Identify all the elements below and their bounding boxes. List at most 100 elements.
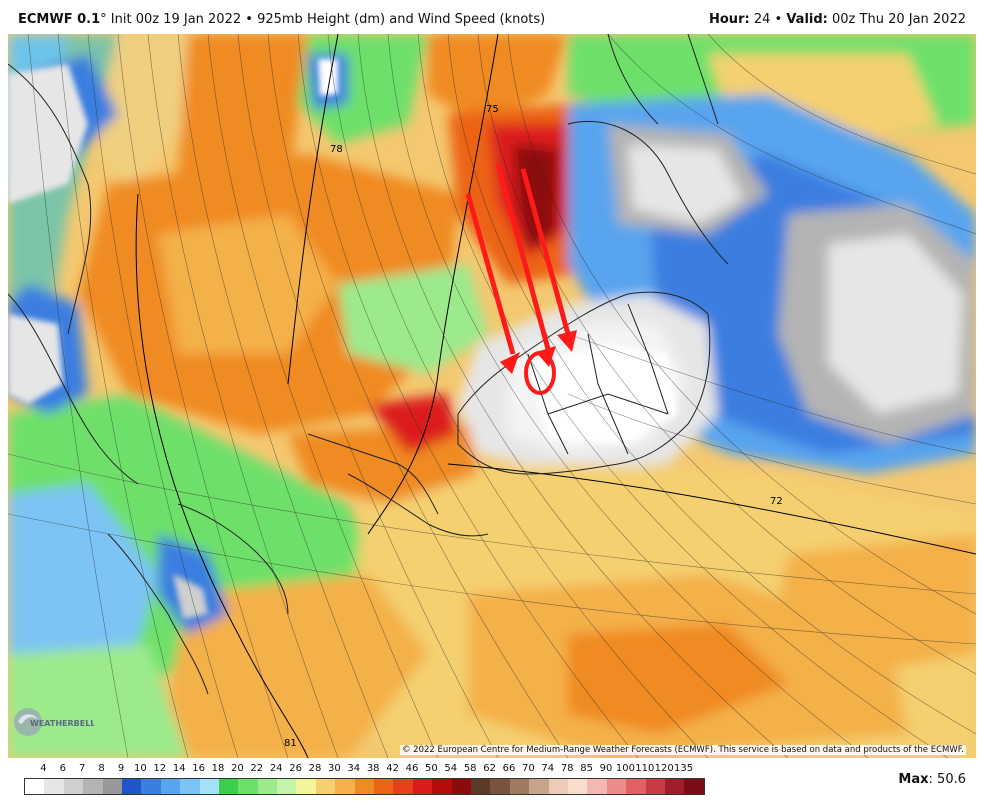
- legend-tick-label: 110: [635, 763, 655, 774]
- legend-tick-label: 6: [59, 763, 66, 774]
- header-valid: Hour: 24 • Valid: 00z Thu 20 Jan 2022: [709, 12, 966, 27]
- legend-tick-label: 14: [172, 763, 186, 774]
- legend-swatch: [490, 779, 510, 794]
- legend-swatch: [218, 779, 239, 794]
- wind-speed-shading: [8, 34, 976, 758]
- legend-tick-label: 46: [405, 763, 419, 774]
- legend-tick-label: 90: [599, 763, 613, 774]
- legend-colorbar: [24, 778, 705, 795]
- legend-tick-label: 26: [289, 763, 302, 774]
- legend-swatch: [587, 779, 607, 794]
- degree-symbol: °: [100, 12, 107, 27]
- snow-white-areas: [8, 59, 678, 619]
- legend-tick-label: 58: [463, 763, 477, 774]
- legend-swatch: [296, 779, 316, 794]
- copyright-notice: © 2022 European Centre for Medium-Range …: [399, 745, 966, 755]
- hour-value: 24: [753, 12, 771, 27]
- contour-label-75: 75: [486, 104, 499, 115]
- streamlines: [8, 34, 976, 758]
- legend-tick-label: 34: [347, 763, 361, 774]
- legend-tick-label: 66: [502, 763, 516, 774]
- legend-swatch: [606, 779, 627, 794]
- logo-text: WEATHERBELL: [30, 719, 94, 728]
- legend-tick-label: 42: [386, 763, 399, 774]
- legend-swatch: [470, 779, 491, 794]
- legend-swatch: [180, 779, 200, 794]
- legend-swatch: [121, 779, 142, 794]
- legend-tick-label: 12: [153, 763, 167, 774]
- red-annotations: [465, 163, 577, 395]
- annotation-arrowhead-3: [557, 330, 577, 352]
- legend-swatch: [529, 779, 549, 794]
- annotation-arrow-2: [495, 163, 551, 350]
- map-canvas: 75 78 72 81: [8, 34, 976, 758]
- coastlines: [8, 34, 729, 695]
- valid-value: 00z Thu 20 Jan 2022: [832, 12, 966, 27]
- legend-swatch: [315, 779, 336, 794]
- legend-swatch: [393, 779, 413, 794]
- legend-tick-label: 70: [522, 763, 535, 774]
- legend-tick-label: 20: [231, 763, 244, 774]
- field-description: 925mb Height (dm) and Wind Speed (knots): [257, 12, 546, 27]
- legend-swatch: [451, 779, 471, 794]
- valid-label: Valid:: [786, 12, 828, 27]
- annotation-arrowhead-1: [500, 352, 520, 374]
- height-contours: [135, 34, 976, 758]
- legend-tick-label: 28: [308, 763, 322, 774]
- legend-tick-label: 4: [40, 763, 47, 774]
- legend-swatch: [160, 779, 181, 794]
- legend-swatch: [548, 779, 568, 794]
- header-bullet: •: [245, 12, 253, 27]
- legend-tick-label: 8: [98, 763, 105, 774]
- annotation-arrow-1: [465, 193, 516, 355]
- legend-tick-label: 22: [250, 763, 264, 774]
- legend-swatch: [645, 779, 665, 794]
- weather-map[interactable]: 75 78 72 81: [8, 34, 976, 758]
- legend-tick-label: 78: [560, 763, 574, 774]
- legend-swatch: [412, 779, 433, 794]
- legend-swatch: [626, 779, 646, 794]
- legend-tick-label: 9: [117, 763, 125, 774]
- contour-labels: 75 78 72 81: [284, 104, 783, 749]
- legend-swatch: [664, 779, 685, 794]
- wind-speed-legend: 4 6 7 8 9 10 12 14 16 18 20 22 24 26 28 30 34 38 42 46 50 54 5…: [24, 762, 705, 802]
- legend-swatch: [277, 779, 297, 794]
- legend-swatch: [63, 779, 84, 794]
- legend-swatch: [25, 779, 45, 794]
- annotation-circle: [524, 351, 556, 395]
- legend-tick-label: 50: [425, 763, 438, 774]
- legend-tick-label: 120: [654, 763, 674, 774]
- legend-swatch: [509, 779, 530, 794]
- legend-tick-label: 16: [192, 763, 205, 774]
- legend-tick-label: 38: [366, 763, 380, 774]
- legend-swatch: [335, 779, 355, 794]
- legend-swatch: [199, 779, 219, 794]
- legend-swatch: [102, 779, 122, 794]
- max-label: Max: [898, 772, 929, 787]
- header-bullet-2: •: [774, 12, 783, 27]
- legend-labels: 4 6 7 8 9 10 12 14 16 18 20 22 24 26 28 30 34 38 42 46 50 54 5…: [24, 762, 704, 776]
- legend-swatch: [141, 779, 161, 794]
- max-value-box: Max: 50.6: [898, 772, 966, 787]
- legend-swatch: [238, 779, 258, 794]
- init-time: Init 00z 19 Jan 2022: [110, 12, 242, 27]
- legend-tick-label: 62: [483, 763, 496, 774]
- legend-tick-label: 74: [541, 763, 555, 774]
- legend-tick-label: 100: [615, 763, 635, 774]
- legend-tick-label: 24: [269, 763, 283, 774]
- model-name: ECMWF 0.1: [18, 12, 101, 27]
- header-bar: ECMWF 0.1° Init 00z 19 Jan 2022 • 925mb …: [0, 0, 984, 34]
- legend-swatch: [44, 779, 64, 794]
- legend-tick-label: 10: [134, 763, 147, 774]
- legend-swatch: [684, 779, 704, 794]
- legend-tick-label: 135: [674, 763, 694, 774]
- legend-swatch: [567, 779, 588, 794]
- legend-tick-label: 30: [328, 763, 341, 774]
- legend-swatch: [354, 779, 375, 794]
- legend-swatch: [257, 779, 278, 794]
- legend-tick-label: 85: [580, 763, 593, 774]
- contour-label-72: 72: [770, 496, 783, 507]
- contour-label-81: 81: [284, 738, 297, 749]
- contour-label-78: 78: [330, 144, 343, 155]
- annotation-arrow-3: [520, 168, 571, 335]
